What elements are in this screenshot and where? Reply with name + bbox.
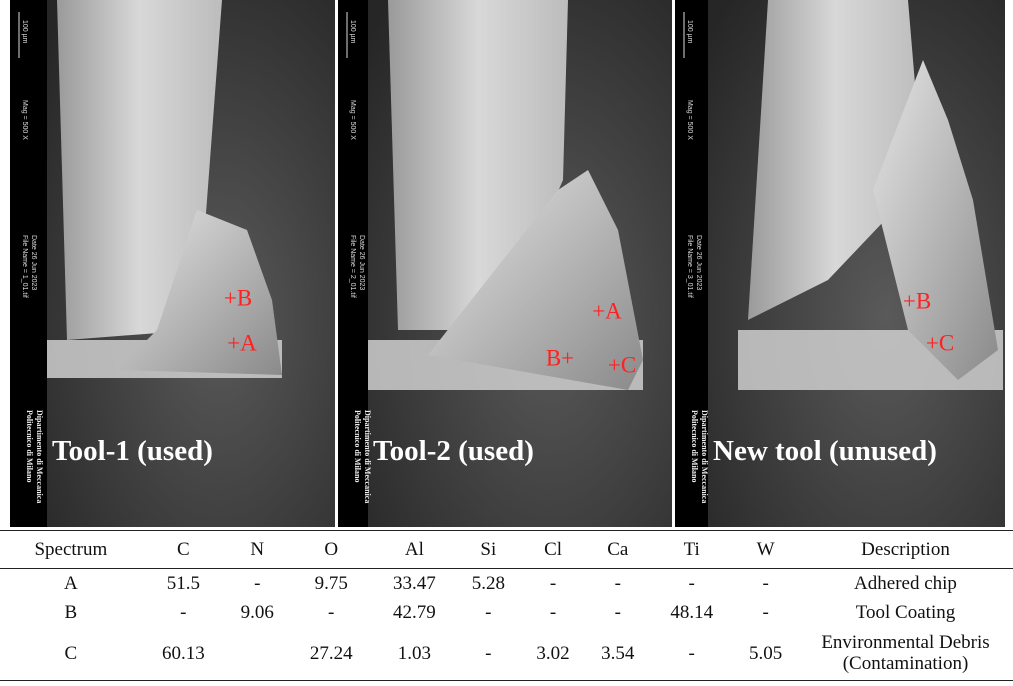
table-cell: - [521, 598, 586, 627]
table-row: B-9.06-42.79---48.14-Tool Coating [0, 598, 1013, 627]
sidebar-text: Mag = 500 X [349, 100, 356, 140]
column-header: Si [456, 531, 521, 569]
column-header: Ti [650, 531, 733, 569]
table-cell: - [456, 598, 521, 627]
table-cell: - [733, 569, 798, 598]
table-cell: B [0, 598, 142, 627]
description-cell: Environmental Debris (Contamination) [798, 627, 1013, 681]
sidebar-text: Dipartimento di Meccanica [700, 410, 709, 503]
panel-label: Tool-2 (used) [373, 435, 534, 467]
table-cell: - [585, 569, 650, 598]
description-text: Environmental Debris (Contamination) [811, 632, 1001, 674]
sidebar-text: Politecnico di Milano [690, 410, 699, 482]
spectrum-marker: B+ [546, 345, 574, 370]
table-cell: - [456, 627, 521, 681]
figure: 100 µmMag = 500 XFile Name = 1_01.tifDat… [0, 0, 1013, 686]
table-cell: 27.24 [290, 627, 373, 681]
column-header: Description [798, 531, 1013, 569]
sidebar-text: File Name = 3_01.tif [686, 235, 693, 298]
description-cell: Adhered chip [798, 569, 1013, 598]
panel-label: Tool-1 (used) [52, 435, 213, 467]
spectrum-marker: +A [592, 298, 622, 323]
sidebar-text: 100 µm [349, 20, 356, 44]
sidebar-text: Mag = 500 X [686, 100, 693, 140]
table-cell: C [0, 627, 142, 681]
table-cell: 33.47 [373, 569, 456, 598]
column-header: C [142, 531, 225, 569]
column-header: Cl [521, 531, 586, 569]
panel-label: New tool (unused) [713, 435, 937, 467]
sidebar-text: Dipartimento di Meccanica [35, 410, 44, 503]
column-header: Ca [585, 531, 650, 569]
sidebar-text: File Name = 2_01.tif [349, 235, 356, 298]
table-cell: 42.79 [373, 598, 456, 627]
table-cell: - [290, 598, 373, 627]
table-cell: A [0, 569, 142, 598]
table-cell: - [650, 627, 733, 681]
sidebar-text: Date 26 Jun 2023 [30, 235, 37, 290]
sidebar-text: 100 µm [686, 20, 693, 44]
spectrum-marker: +A [227, 330, 257, 355]
table-cell: 9.75 [290, 569, 373, 598]
spectrum-marker: +B [903, 288, 931, 313]
table-cell: 1.03 [373, 627, 456, 681]
sidebar-text: Date 26 Jun 2023 [695, 235, 702, 290]
column-header: O [290, 531, 373, 569]
description-text: Adhered chip [811, 573, 1001, 594]
table-cell: - [585, 598, 650, 627]
table-cell: 3.02 [521, 627, 586, 681]
table-cell [225, 627, 290, 681]
column-header: Al [373, 531, 456, 569]
spectrum-marker: +C [926, 330, 954, 355]
spectrum-marker: +B [224, 285, 252, 310]
table-cell: - [733, 598, 798, 627]
sidebar-text: Politecnico di Milano [353, 410, 362, 482]
sidebar-text: Dipartimento di Meccanica [363, 410, 372, 503]
table-cell: - [142, 598, 225, 627]
table-cell: - [225, 569, 290, 598]
column-header: N [225, 531, 290, 569]
sidebar-text: Politecnico di Milano [25, 410, 34, 482]
table-cell: - [650, 569, 733, 598]
table-cell: 51.5 [142, 569, 225, 598]
description-cell: Tool Coating [798, 598, 1013, 627]
table-cell: 5.05 [733, 627, 798, 681]
column-header: W [733, 531, 798, 569]
table-cell: 3.54 [585, 627, 650, 681]
table-cell: 9.06 [225, 598, 290, 627]
table-cell: 48.14 [650, 598, 733, 627]
sidebar-text: File Name = 1_01.tif [21, 235, 28, 298]
spectrum-marker: +C [608, 352, 636, 377]
table-cell: 5.28 [456, 569, 521, 598]
sidebar-text: Date 26 Jun 2023 [358, 235, 365, 290]
description-text: Tool Coating [811, 602, 1001, 623]
column-header: Spectrum [0, 531, 142, 569]
table-cell: 60.13 [142, 627, 225, 681]
table-cell: - [521, 569, 586, 598]
sidebar-text: Mag = 500 X [21, 100, 28, 140]
sidebar-text: 100 µm [21, 20, 28, 44]
